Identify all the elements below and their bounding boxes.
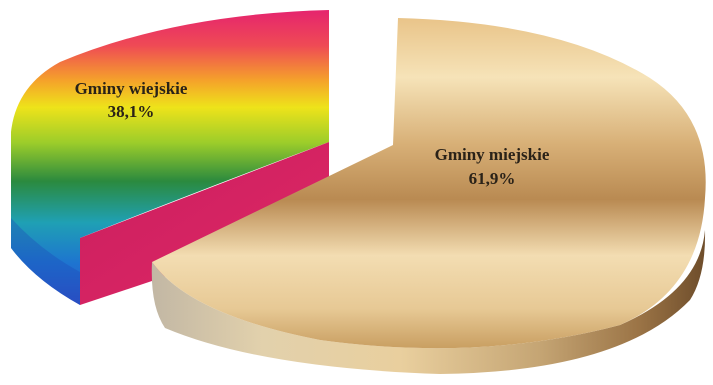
slice-gminy-wiejskie-side: [80, 142, 329, 305]
slice-label-gminy-wiejskie-value: 38,1%: [108, 102, 155, 121]
slice-label-gminy-miejskie-value: 61,9%: [469, 169, 516, 188]
slice-gminy-miejskie-side: [151, 230, 706, 374]
slice-gminy-miejskie: [152, 18, 706, 349]
slice-label-gminy-wiejskie-name: Gminy wiejskie: [75, 79, 188, 98]
slice-label-gminy-miejskie-name: Gminy miejskie: [435, 145, 550, 164]
slice-gminy-wiejskie-edge: [11, 170, 80, 305]
slice-gminy-wiejskie: [11, 10, 329, 305]
